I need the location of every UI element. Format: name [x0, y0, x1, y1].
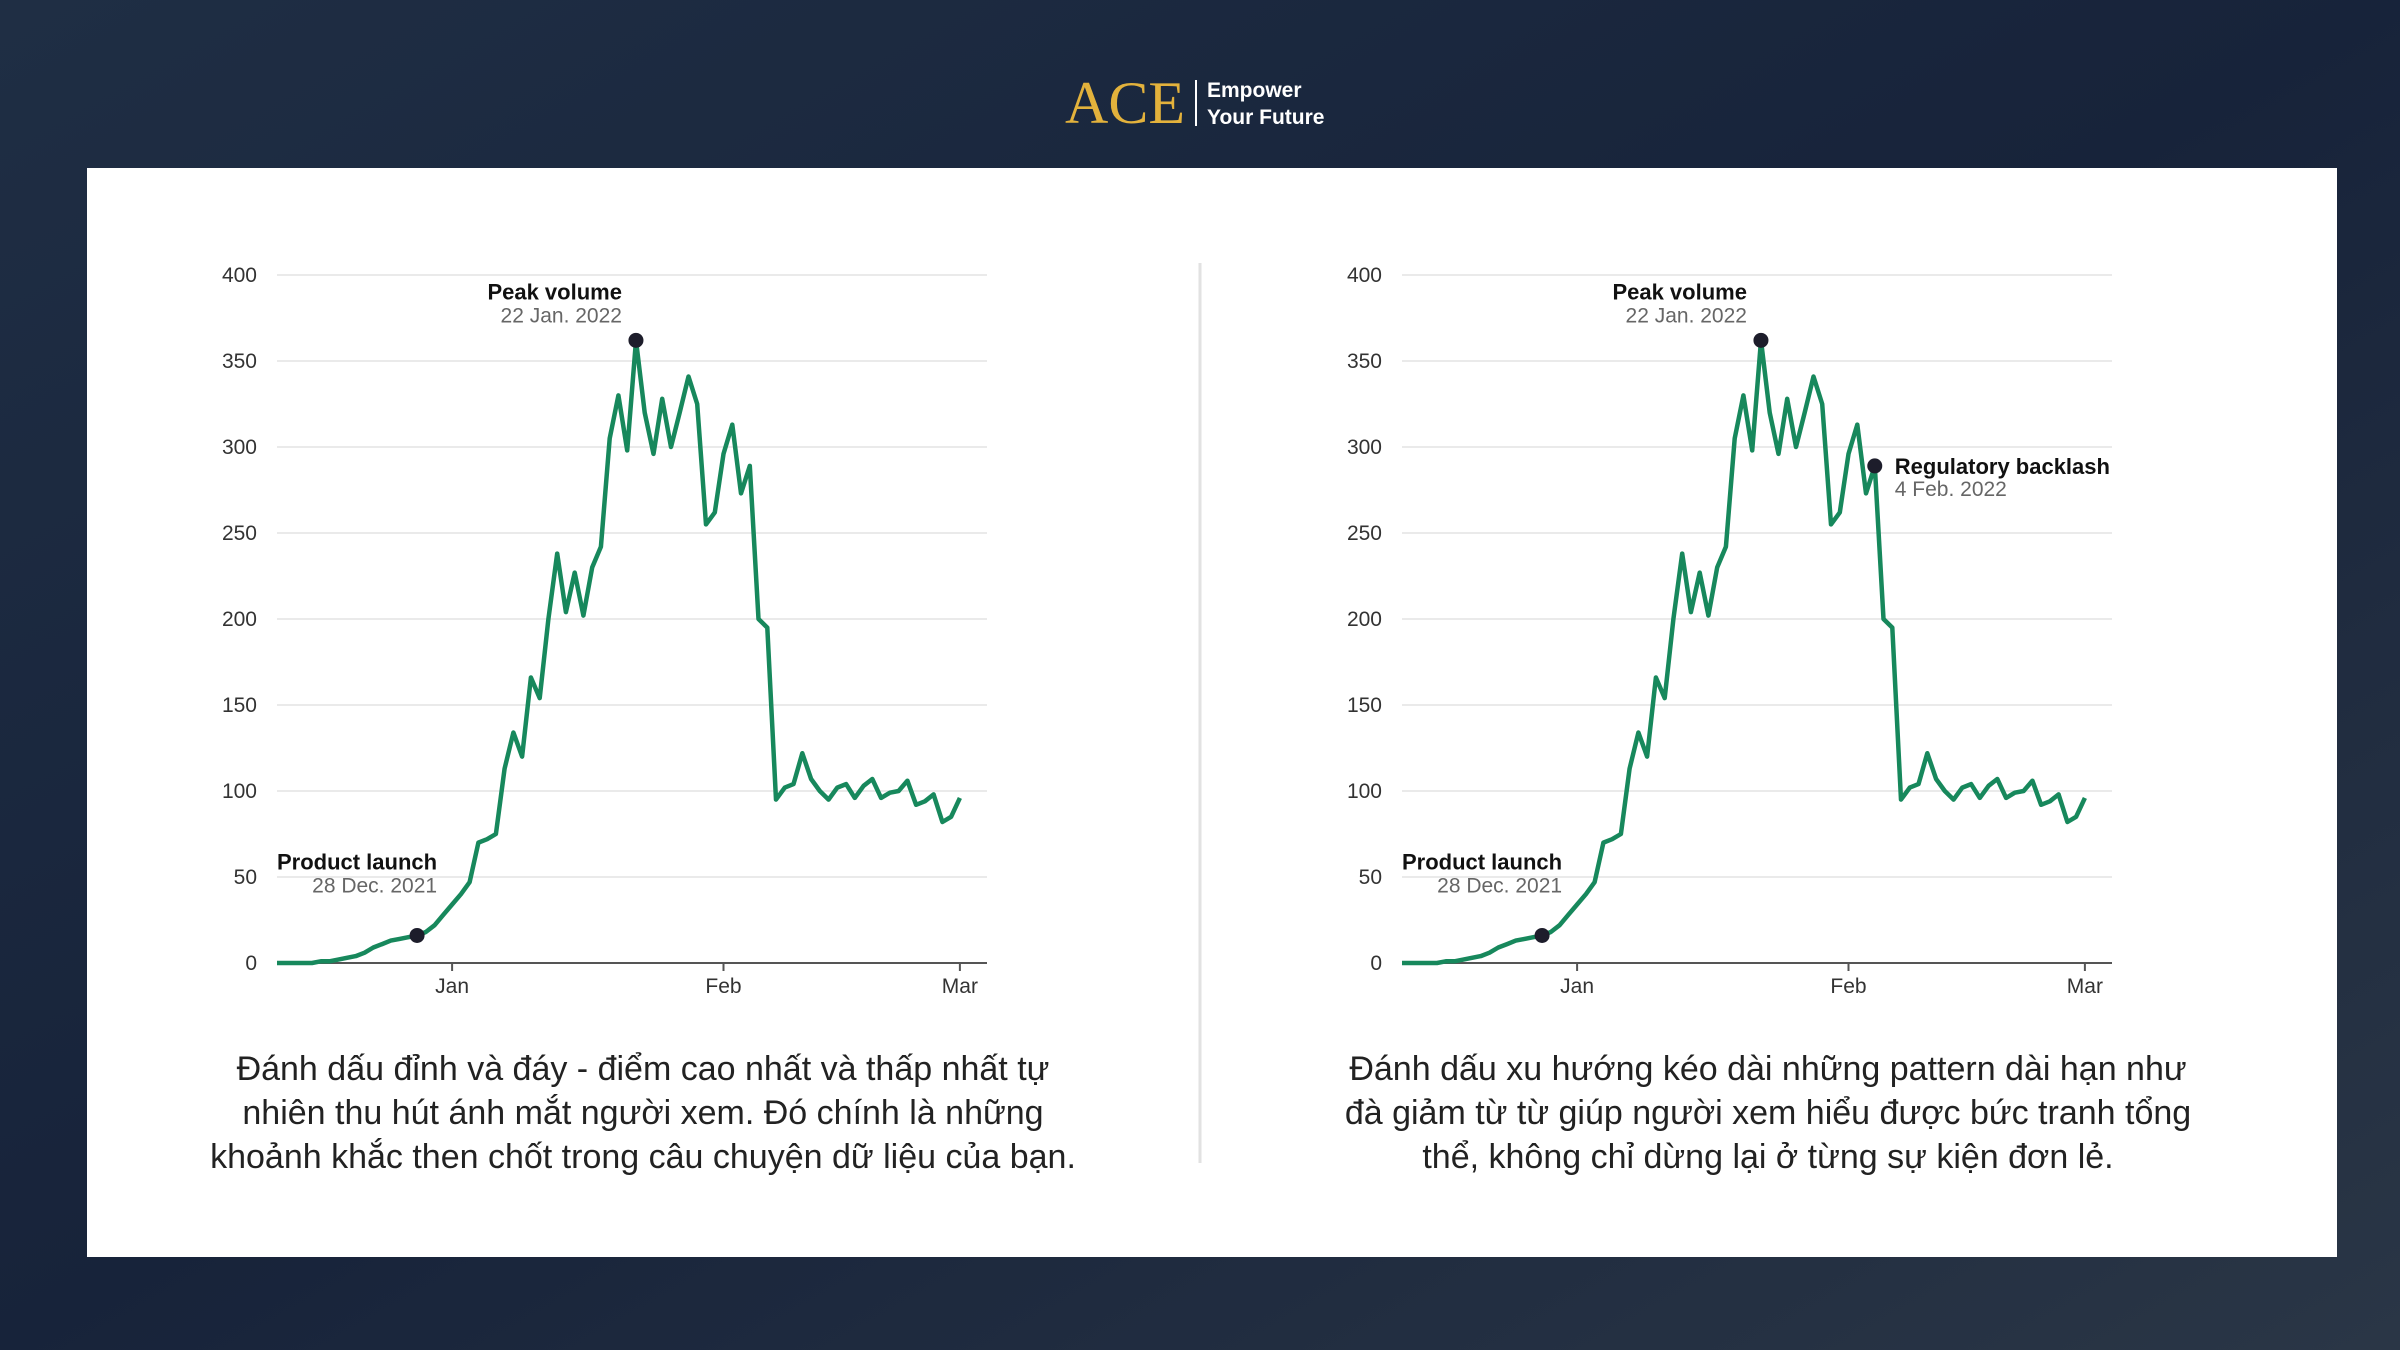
- y-tick-label: 400: [222, 264, 257, 287]
- y-tick-label: 200: [1347, 608, 1382, 631]
- annotation-point: [1867, 458, 1883, 474]
- caption: Đánh dấu đỉnh và đáy - điểm cao nhất và …: [237, 1050, 1050, 1088]
- y-tick-label: 250: [222, 522, 257, 545]
- y-tick-label: 250: [1347, 522, 1382, 545]
- logo-brand: ACE: [1065, 70, 1185, 136]
- annotation-point: [409, 927, 425, 943]
- y-tick-label: 300: [1347, 436, 1382, 459]
- x-tick-label: Jan: [435, 975, 469, 998]
- y-tick-label: 50: [234, 866, 257, 889]
- annotation-date: 22 Jan. 2022: [501, 304, 622, 327]
- caption: khoảnh khắc then chốt trong câu chuyện d…: [210, 1138, 1076, 1176]
- annotation-label: Product launch: [277, 849, 437, 874]
- x-tick-label: Mar: [2067, 975, 2103, 998]
- annotation-point: [1534, 927, 1550, 943]
- y-tick-label: 150: [222, 694, 257, 717]
- y-tick-label: 100: [1347, 780, 1382, 803]
- annotation-point: [628, 332, 644, 348]
- logo-tagline: Empower: [1207, 79, 1302, 102]
- y-tick-label: 200: [222, 608, 257, 631]
- x-tick-label: Mar: [942, 975, 978, 998]
- caption: nhiên thu hút ánh mắt người xem. Đó chín…: [242, 1094, 1043, 1132]
- y-tick-label: 350: [1347, 350, 1382, 373]
- annotation-point: [1753, 332, 1769, 348]
- logo-tagline: Your Future: [1207, 106, 1324, 129]
- content-panel: [87, 168, 2337, 1257]
- annotation-date: 28 Dec. 2021: [1437, 874, 1562, 897]
- y-tick-label: 350: [222, 350, 257, 373]
- caption: đà giảm từ từ giúp người xem hiểu được b…: [1345, 1094, 2191, 1132]
- annotation-date: 4 Feb. 2022: [1895, 478, 2007, 501]
- caption: Đánh dấu xu hướng kéo dài những pattern …: [1349, 1050, 2186, 1088]
- y-tick-label: 0: [1370, 952, 1382, 975]
- y-tick-label: 300: [222, 436, 257, 459]
- caption: thể, không chỉ dừng lại ở từng sự kiện đ…: [1422, 1138, 2113, 1176]
- annotation-date: 28 Dec. 2021: [312, 874, 437, 897]
- annotation-label: Regulatory backlash: [1895, 454, 2110, 479]
- x-tick-label: Jan: [1560, 975, 1594, 998]
- annotation-label: Peak volume: [487, 279, 622, 304]
- annotation-date: 22 Jan. 2022: [1626, 304, 1747, 327]
- y-tick-label: 50: [1359, 866, 1382, 889]
- y-tick-label: 150: [1347, 694, 1382, 717]
- annotation-label: Product launch: [1402, 849, 1562, 874]
- annotation-label: Peak volume: [1612, 279, 1747, 304]
- line: [1402, 338, 2087, 966]
- x-tick-label: Feb: [1830, 975, 1866, 998]
- y-tick-label: 400: [1347, 264, 1382, 287]
- line: [277, 338, 962, 966]
- y-tick-label: 100: [222, 780, 257, 803]
- y-tick-label: 0: [245, 952, 257, 975]
- x-tick-label: Feb: [705, 975, 741, 998]
